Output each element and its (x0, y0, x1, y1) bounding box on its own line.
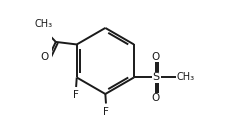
Text: CH₃: CH₃ (35, 19, 53, 29)
Text: S: S (153, 73, 160, 82)
Text: CH₃: CH₃ (176, 73, 195, 82)
Text: O: O (41, 52, 49, 61)
Text: F: F (103, 107, 109, 117)
Text: F: F (73, 90, 79, 100)
Text: O: O (151, 52, 159, 62)
Text: O: O (151, 93, 159, 103)
